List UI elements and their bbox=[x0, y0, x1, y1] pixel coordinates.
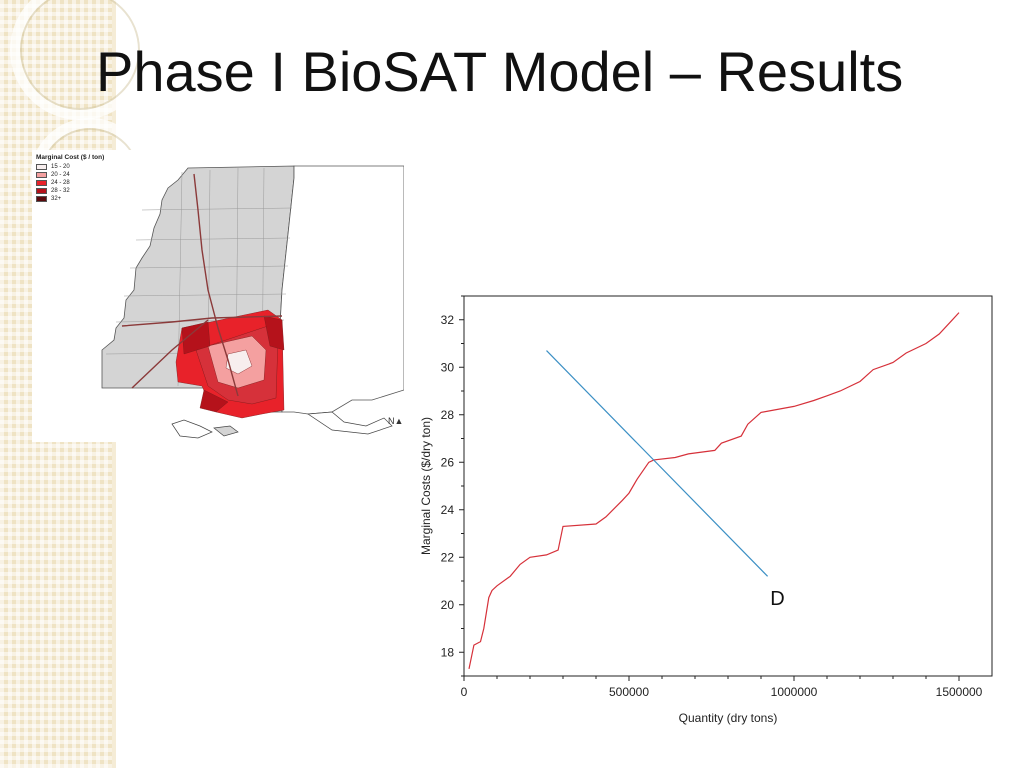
north-arrow-icon: N▲ bbox=[388, 416, 404, 426]
legend-label: 20 - 24 bbox=[51, 171, 70, 178]
legend-label: 24 - 28 bbox=[51, 179, 70, 186]
legend-item: 28 - 32 bbox=[36, 187, 104, 195]
legend-rows: 15 - 20 20 - 24 24 - 28 28 - 32 32+ bbox=[36, 163, 104, 203]
x-tick-label: 0 bbox=[461, 685, 468, 699]
cost-shading bbox=[175, 309, 285, 419]
legend-item: 20 - 24 bbox=[36, 171, 104, 179]
y-tick-label: 18 bbox=[441, 645, 455, 659]
legend-label: 15 - 20 bbox=[51, 163, 70, 170]
north-label: N bbox=[388, 416, 395, 426]
decorative-ring bbox=[10, 0, 150, 120]
y-tick-label: 22 bbox=[441, 550, 455, 564]
x-tick-label: 1000000 bbox=[771, 685, 818, 699]
supply-curve bbox=[468, 312, 960, 670]
x-axis-title: Quantity (dry tons) bbox=[679, 711, 778, 725]
y-axis-title: Marginal Costs ($/dry ton) bbox=[419, 417, 433, 555]
legend-title: Marginal Cost ($ / ton) bbox=[36, 154, 105, 161]
x-tick-label: 1500000 bbox=[936, 685, 983, 699]
y-tick-label: 28 bbox=[441, 408, 455, 422]
legend-item: 24 - 28 bbox=[36, 179, 104, 187]
series-layer bbox=[468, 312, 960, 670]
x-tick-label: 500000 bbox=[609, 685, 649, 699]
slide-title: Phase I BioSAT Model – Results bbox=[96, 40, 904, 103]
y-tick-label: 26 bbox=[441, 455, 455, 469]
x-axis: 0 500000 1000000 1500000 bbox=[461, 676, 983, 699]
coastline bbox=[171, 411, 393, 439]
legend-label: 32+ bbox=[51, 195, 62, 202]
legend-swatch bbox=[36, 172, 47, 179]
legend-swatch bbox=[36, 196, 47, 203]
legend-label: 28 - 32 bbox=[51, 187, 70, 194]
map-legend: Marginal Cost ($ / ton) 15 - 20 20 - 24 24… bbox=[36, 154, 104, 203]
y-axis: 18 20 22 24 26 28 30 32 bbox=[441, 295, 464, 677]
state-outline-east bbox=[279, 165, 404, 415]
marginal-cost-map: Marginal Cost ($ / ton) 15 - 20 20 - 24 24… bbox=[32, 150, 404, 442]
y-tick-label: 20 bbox=[441, 598, 455, 612]
demand-curve-label: D bbox=[770, 588, 784, 610]
y-tick-label: 24 bbox=[441, 503, 455, 517]
y-tick-label: 32 bbox=[441, 313, 455, 327]
plot-area bbox=[463, 295, 993, 677]
cost-quantity-chart: 18 20 22 24 26 28 30 32 0 500000 1000000 1500000 Q… bbox=[419, 295, 993, 725]
y-tick-label: 30 bbox=[441, 360, 455, 374]
demand-curve bbox=[546, 350, 769, 577]
legend-item: 15 - 20 bbox=[36, 163, 104, 171]
legend-item: 32+ bbox=[36, 195, 104, 203]
roads bbox=[121, 173, 283, 397]
map-graphic bbox=[101, 165, 404, 439]
annotations: D bbox=[770, 588, 784, 610]
legend-swatch bbox=[36, 180, 47, 187]
legend-swatch bbox=[36, 164, 47, 171]
legend-swatch bbox=[36, 188, 47, 195]
